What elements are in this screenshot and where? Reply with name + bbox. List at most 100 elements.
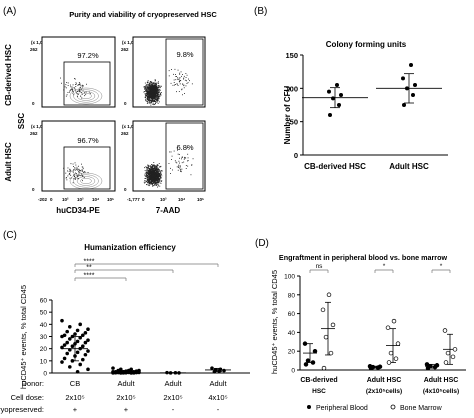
event-dot [79,91,81,92]
event-dot [152,86,154,88]
event-dot [176,162,178,164]
event-dot [146,176,147,178]
event-dot [146,93,148,95]
event-dot [153,171,155,173]
panel-b-ylabel: Number of CFU [283,85,292,144]
event-dot [183,158,185,160]
event-dot [151,167,153,169]
event-dot [147,90,149,92]
event-dot [147,84,149,85]
event-dot [146,177,148,179]
event-dot [66,179,68,181]
event-dot [172,84,174,86]
event-dot [148,179,150,181]
d-y-tick-label: 100 [284,274,295,281]
y-ticks-top-unit-right: (x 1,000) [122,40,141,45]
event-dot [146,87,148,89]
event-dot [155,171,157,173]
b-category-label: Adult HSC [389,162,429,171]
event-dot [147,173,149,174]
event-dot [147,100,148,102]
event-dot [155,103,156,104]
event-dot [82,174,84,176]
event-dot [179,81,180,83]
event-dot [153,83,155,85]
event-dot [156,90,158,92]
event-dot [152,89,153,91]
event-dot [73,178,75,180]
event-dot [149,88,151,90]
event-dot [152,100,154,102]
event-dot [155,85,156,87]
event-dot [147,98,148,99]
legend-pb-label: Peripheral Blood [316,405,368,412]
event-dot [86,83,87,85]
event-dot [148,87,150,89]
event-dot [156,100,158,101]
d-y-tick-label: 80 [288,292,296,299]
event-dot [155,167,157,169]
y-tick-bottom-0-right: 0 [124,187,127,192]
event-dot [150,183,151,185]
event-dot [81,163,82,165]
event-dot [84,92,85,94]
event-dot [155,173,157,175]
event-dot [144,86,146,88]
event-dot [156,175,158,177]
event-dot [148,174,150,175]
event-dot [157,171,158,173]
flow-dots-adult-7aad [143,147,194,188]
event-dot [67,92,69,93]
event-dot [154,171,156,173]
event-dot [173,82,175,83]
flow-frame-cb-cd34 [41,36,116,108]
event-dot [146,173,147,175]
event-dot [149,169,151,171]
event-dot [71,89,73,91]
b-point [411,93,415,97]
event-dot [60,77,61,79]
event-dot [149,90,151,92]
legend-bm-marker [390,404,396,410]
event-dot [147,82,149,83]
event-dot [161,175,163,177]
event-dot [153,87,155,89]
event-dot [79,169,80,171]
x-label-7aad: 7-AAD [156,206,181,215]
c-y-tick-label: 10 [40,358,48,365]
event-dot [154,84,155,86]
event-dot [146,90,148,92]
event-dot [157,96,159,98]
d-point-pb [434,363,440,368]
c-dose-label: 2x10⁵ [163,393,182,402]
event-dot [152,174,154,176]
d-point-bm [386,360,392,365]
event-dot [159,93,161,95]
event-dot [151,81,153,83]
c-dose-label: 2x10⁵ [65,393,84,402]
event-dot [65,177,67,179]
event-dot [149,99,151,101]
panel-d-letter: (D) [255,238,269,249]
c-y-label: huCD45⁺ events, % total CD45 [19,285,28,389]
event-dot [148,174,150,176]
event-dot [154,174,156,176]
event-dot [155,174,157,175]
event-dot [74,78,76,80]
event-dot [147,167,149,169]
b-point [339,93,343,97]
event-dot [159,94,161,96]
event-dot [173,79,175,81]
event-dot [155,179,157,181]
event-dot [152,93,154,94]
b-y-tick-label: 100 [285,84,298,93]
event-dot [149,101,151,103]
x-tick-cd34-0: 0 [50,197,53,202]
panel-d-title: Engraftment in peripheral blood vs. bone… [279,253,448,262]
event-dot [178,79,180,80]
event-dot [155,84,157,86]
event-dot [155,92,157,93]
event-dot [160,180,162,182]
event-dot [155,95,157,97]
event-dot [156,92,158,94]
